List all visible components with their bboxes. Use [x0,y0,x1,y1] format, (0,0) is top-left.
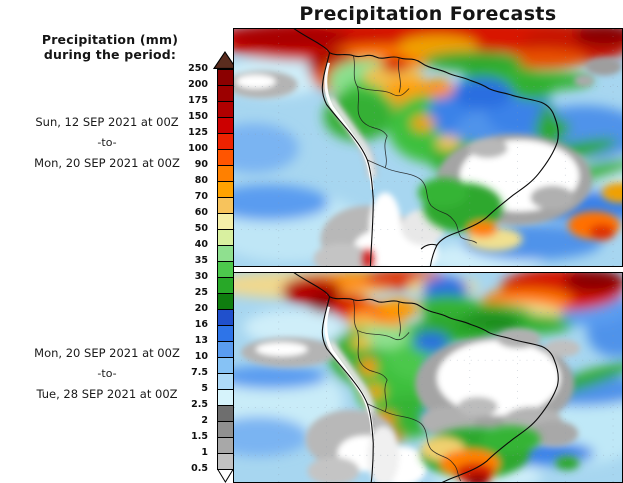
colorbar-band [218,102,233,118]
legend-heading-line2: during the period: [43,47,177,62]
colorbar-band [218,182,233,198]
colorbar-tick-label: 50 [194,223,208,234]
colorbar-band [218,374,233,390]
legend-heading-line1: Precipitation (mm) [41,32,179,47]
colorbar-tick-label: 2.5 [191,399,208,410]
colorbar-band [218,86,233,102]
colorbar-band [218,454,233,469]
country-borders [353,55,478,244]
colorbar-under-arrow [217,469,234,483]
colorbar-band [218,134,233,150]
page-title: Precipitation Forecasts [299,3,557,25]
colorbar-labels: 250 200 175 150 125 100 90 80 70 60 50 40 35 30 25 20 16… [156,51,208,483]
foreground-systems [420,425,580,482]
colorbar-band [218,278,233,294]
period1-end: Mon, 20 SEP 2021 at 00Z [34,156,180,170]
colorbar-tick-label: 2 [201,415,208,426]
precip-map-week1 [233,28,623,267]
period-label-week1: Sun, 12 SEP 2021 at 00Z -to- Mon, 20 SEP… [0,115,214,170]
colorbar-band [218,342,233,358]
colorbar-tick-label: 10 [194,351,208,362]
graticule [234,273,622,482]
period2-start: Mon, 20 SEP 2021 at 00Z [34,346,180,360]
period1-connector: -to- [97,136,117,149]
colorbar-tick-label: 125 [188,127,208,138]
colorbar-tick-label: 40 [194,239,208,250]
colorbar-band [218,150,233,166]
colorbar-tick-label: 13 [194,335,208,346]
coastlines [293,273,559,482]
south-america-map-week1 [234,29,622,266]
colorbar-band [218,118,233,134]
country-borders [353,299,462,482]
colorbar-bands [217,69,234,470]
colorbar-tick-label: 5 [201,383,208,394]
colorbar-tick-label: 0.5 [191,463,208,474]
south-america-map-week2 [234,273,622,482]
colorbar-tick-label: 100 [188,143,208,154]
colorbar-tick-label: 175 [188,95,208,106]
colorbar [213,51,237,483]
colorbar-tick-label: 7.5 [191,367,208,378]
colorbar-band [218,230,233,246]
colorbar-band [218,246,233,262]
colorbar-band [218,406,233,422]
colorbar-band [218,390,233,406]
colorbar-tick-label: 200 [188,79,208,90]
colorbar-tick-label: 70 [194,191,208,202]
colorbar-band [218,438,233,454]
graticule [234,29,622,266]
colorbar-band [218,166,233,182]
colorbar-band [218,326,233,342]
coastlines [293,29,559,266]
colorbar-band [218,422,233,438]
colorbar-over-arrow [213,51,237,69]
colorbar-tick-label: 60 [194,207,208,218]
colorbar-tick-label: 16 [194,319,208,330]
colorbar-tick-label: 30 [194,271,208,282]
colorbar-tick-label: 25 [194,287,208,298]
colorbar-tick-label: 1.5 [191,431,208,442]
colorbar-tick-label: 1 [201,447,208,458]
colorbar-tick-label: 20 [194,303,208,314]
colorbar-band [218,262,233,278]
colorbar-tick-label: 150 [188,111,208,122]
legend-heading: Precipitation (mm) during the period: [8,32,212,62]
colorbar-band [218,198,233,214]
precip-map-week2 [233,272,623,483]
colorbar-band [218,358,233,374]
colorbar-tick-label: 250 [188,63,208,74]
period-label-week2: Mon, 20 SEP 2021 at 00Z -to- Tue, 28 SEP… [0,346,214,401]
colorbar-band [218,294,233,310]
colorbar-tick-label: 80 [194,175,208,186]
period1-start: Sun, 12 SEP 2021 at 00Z [35,115,179,129]
colorbar-tick-label: 90 [194,159,208,170]
period2-connector: -to- [97,367,117,380]
colorbar-band [218,214,233,230]
colorbar-band [218,70,233,86]
period2-end: Tue, 28 SEP 2021 at 00Z [36,387,178,401]
colorbar-band [218,310,233,326]
colorbar-tick-label: 35 [194,255,208,266]
